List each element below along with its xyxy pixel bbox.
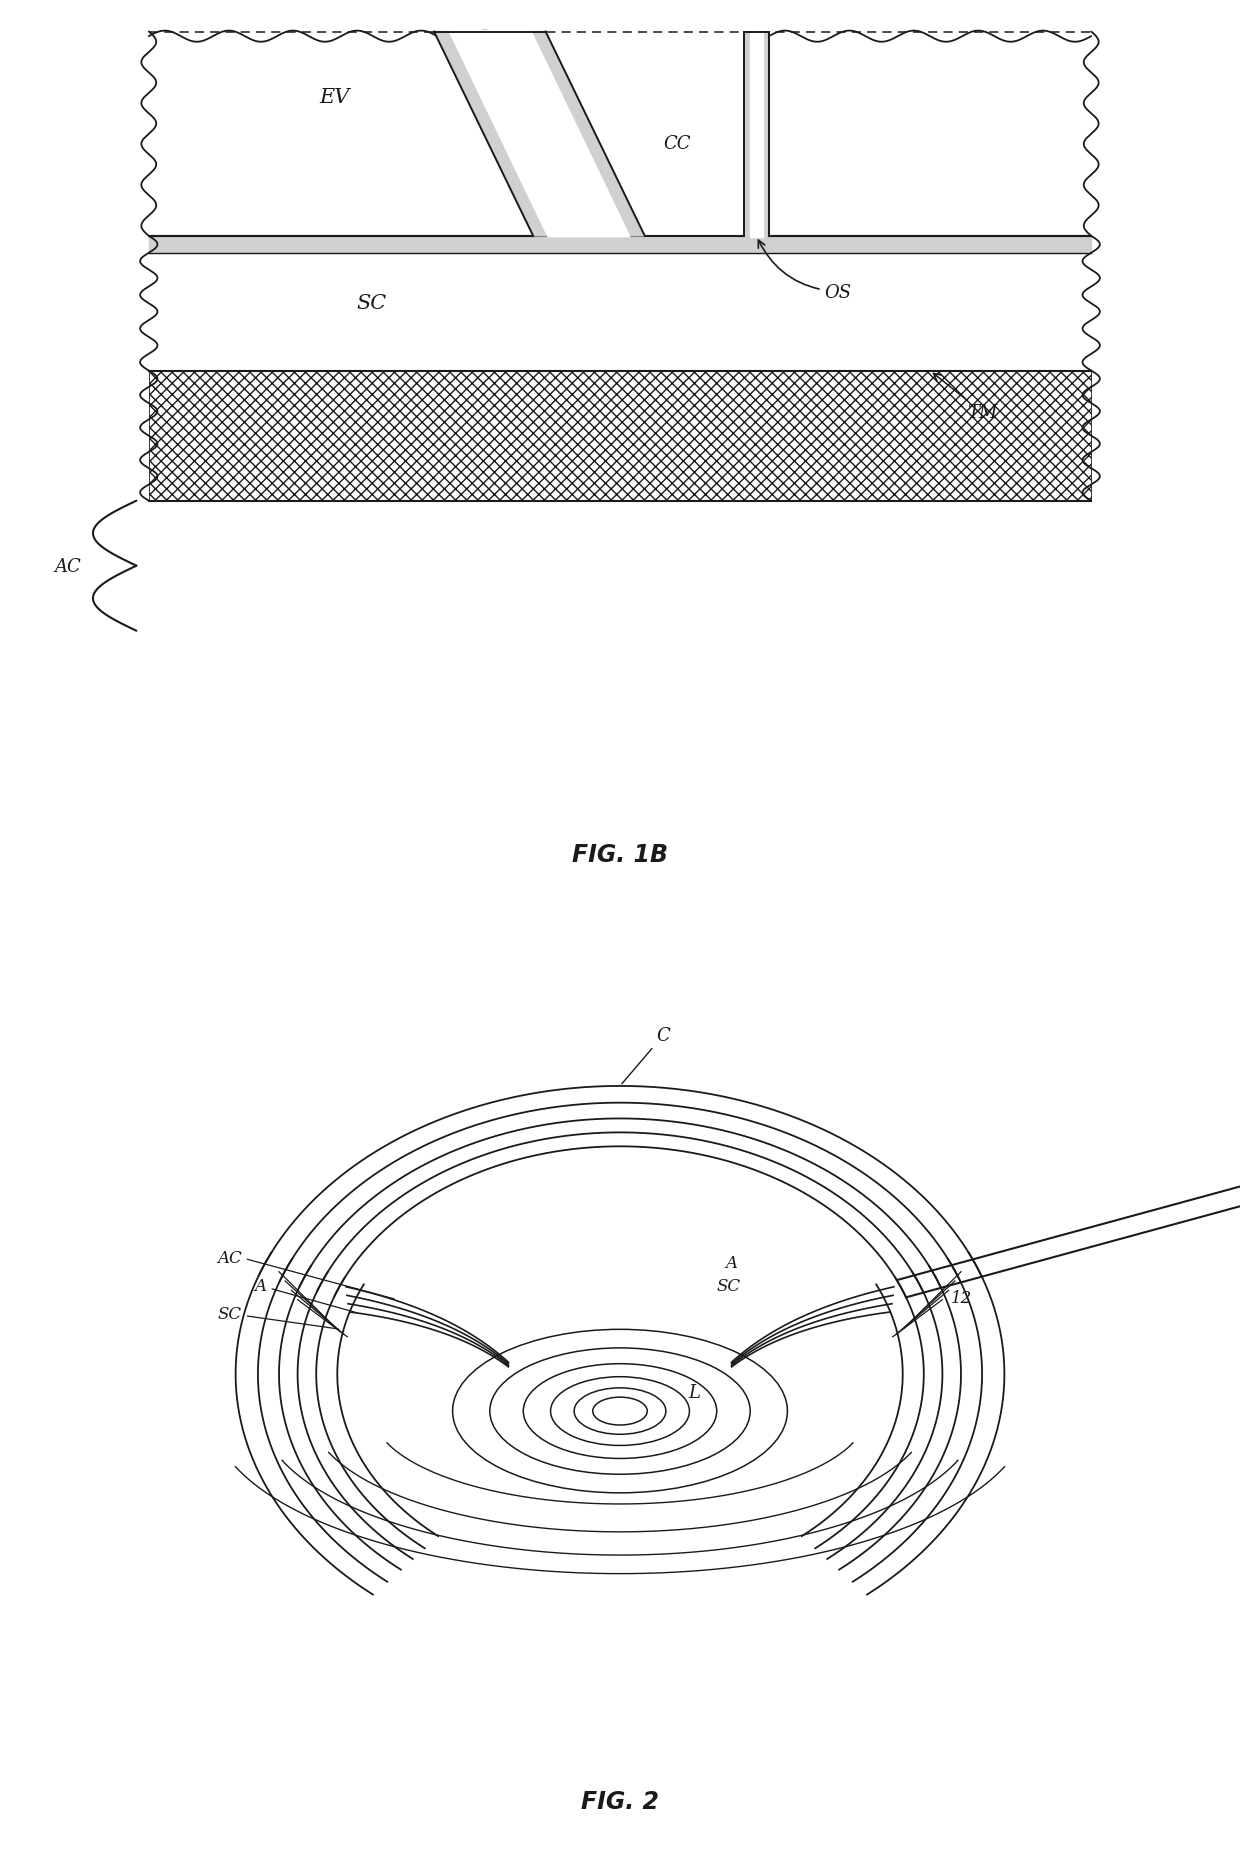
Polygon shape: [449, 32, 630, 238]
Text: AC: AC: [55, 557, 82, 576]
Text: OS: OS: [759, 241, 852, 301]
Text: SC: SC: [218, 1305, 339, 1330]
Text: FIG. 2: FIG. 2: [582, 1790, 658, 1812]
Text: FIG. 1B: FIG. 1B: [572, 843, 668, 865]
Text: EV: EV: [320, 87, 350, 108]
Text: C: C: [621, 1027, 671, 1084]
Text: CC: CC: [663, 136, 691, 152]
Text: TM: TM: [934, 375, 997, 422]
Text: AC: AC: [217, 1250, 394, 1300]
Polygon shape: [744, 33, 769, 238]
Polygon shape: [750, 32, 763, 238]
Text: A: A: [254, 1278, 357, 1313]
Polygon shape: [434, 33, 645, 238]
Text: 12: 12: [951, 1291, 972, 1307]
Text: SC: SC: [357, 293, 387, 312]
Text: SC: SC: [717, 1278, 740, 1294]
Polygon shape: [149, 33, 533, 238]
Text: A: A: [725, 1253, 738, 1272]
Polygon shape: [769, 33, 1091, 238]
Polygon shape: [149, 253, 1091, 371]
Bar: [149, 371, 1091, 501]
Polygon shape: [149, 371, 1091, 501]
Text: L: L: [688, 1383, 701, 1402]
Polygon shape: [149, 238, 1091, 253]
